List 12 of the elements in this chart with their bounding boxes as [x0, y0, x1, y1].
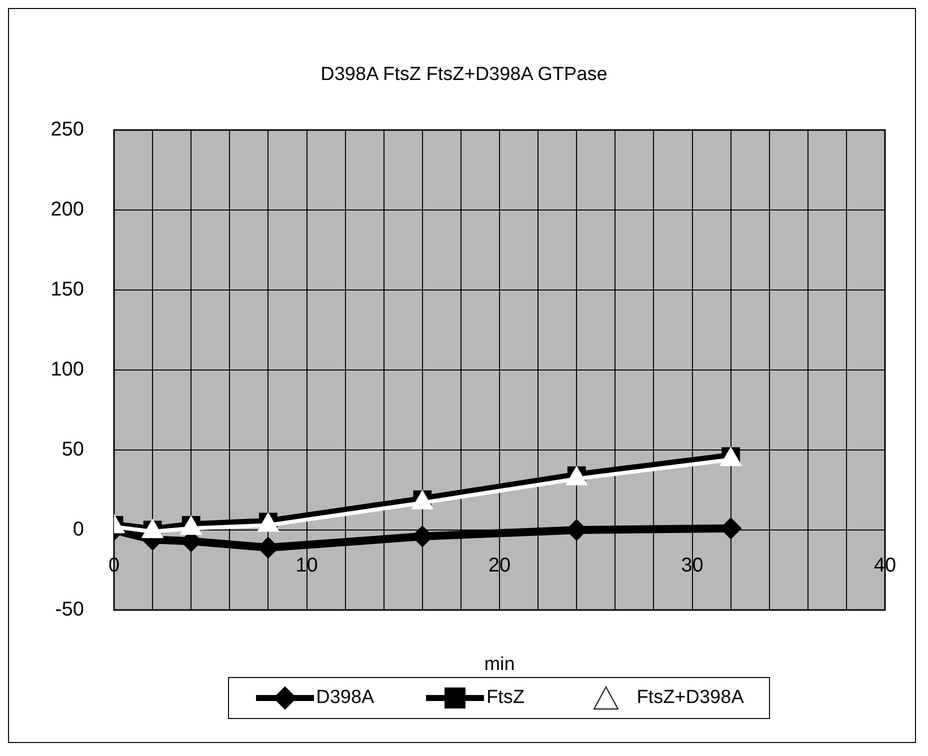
legend-label: FtsZ — [486, 687, 524, 709]
chart-title: D398A FtsZ FtsZ+D398A GTPase — [320, 64, 608, 86]
legend-label: FtsZ+D398A — [636, 687, 744, 709]
x-axis-title: min — [483, 654, 516, 676]
y-tick-label: 100 — [50, 358, 84, 381]
legend-label: D398A — [316, 687, 374, 709]
y-tick-label: 0 — [72, 518, 84, 541]
y-tick-label: 250 — [50, 118, 84, 141]
y-tick-label: 150 — [50, 278, 84, 301]
y-tick-label: 200 — [50, 198, 84, 221]
y-tick-label: -50 — [55, 598, 84, 621]
y-tick-label: 50 — [62, 438, 84, 461]
